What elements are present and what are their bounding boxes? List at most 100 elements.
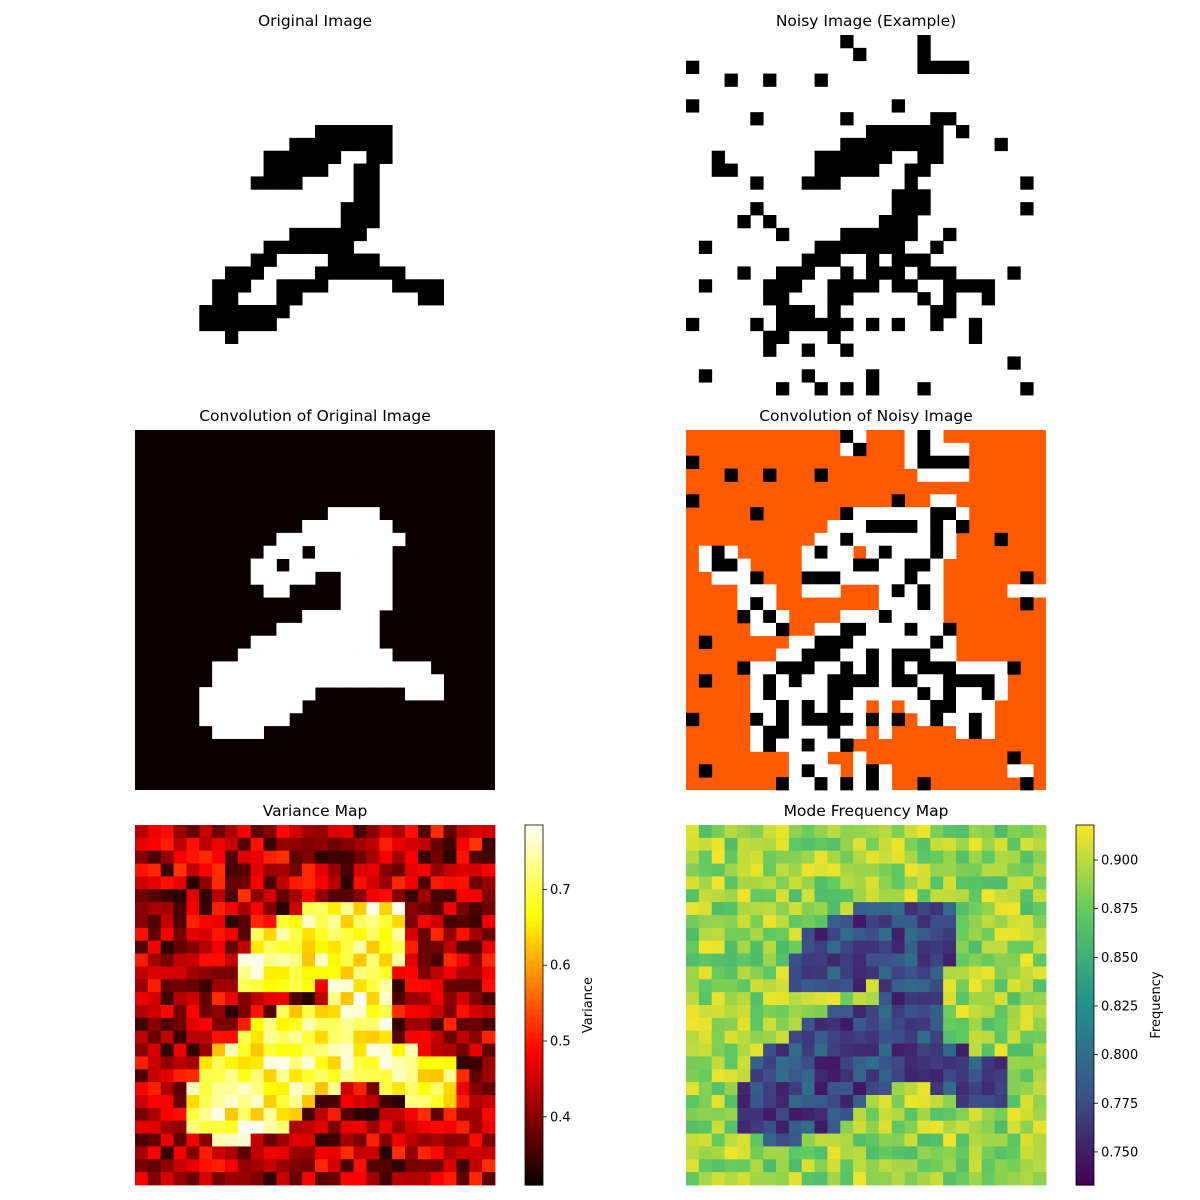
- heatmap-cell: [724, 1120, 738, 1134]
- heatmap-cell: [956, 725, 970, 739]
- heatmap-cell: [930, 1095, 944, 1109]
- heatmap-cell: [160, 915, 174, 929]
- heatmap-cell: [289, 1172, 303, 1186]
- heatmap-cell: [1033, 1082, 1047, 1096]
- heatmap-cell: [469, 902, 483, 916]
- colorbar-gradient-segment: [1076, 1153, 1094, 1158]
- heatmap-cell: [392, 927, 406, 942]
- heatmap-cell: [904, 927, 918, 942]
- heatmap-cell: [199, 979, 213, 993]
- heatmap-cell: [417, 1017, 432, 1032]
- heatmap-cell: [930, 876, 944, 890]
- heatmap-cell: [840, 532, 854, 547]
- heatmap-cell: [891, 1005, 905, 1019]
- heatmap-cell: [173, 889, 187, 903]
- heatmap-cell: [302, 915, 316, 929]
- heatmap-cell: [930, 1069, 944, 1083]
- heatmap-cell: [853, 520, 867, 534]
- heatmap-cell: [302, 1017, 316, 1032]
- heatmap-cell: [392, 953, 406, 967]
- colorbar-gradient-segment: [525, 965, 543, 970]
- heatmap-cell: [212, 712, 226, 727]
- heatmap-cell: [135, 850, 149, 864]
- heatmap-cell: [956, 940, 970, 954]
- heatmap-cell: [225, 292, 239, 306]
- heatmap-cell: [430, 863, 444, 877]
- heatmap-cell: [994, 674, 1008, 688]
- heatmap-cell: [353, 825, 367, 839]
- heatmap-cell: [340, 674, 354, 688]
- heatmap-cell: [250, 317, 264, 332]
- heatmap-cell: [276, 163, 290, 177]
- heatmap-cell: [443, 863, 457, 877]
- heatmap-cell: [878, 777, 893, 791]
- heatmap-cell: [763, 1159, 777, 1173]
- heatmap-cell: [866, 687, 880, 701]
- heatmap-cell: [776, 953, 790, 967]
- heatmap-cell: [956, 1082, 970, 1096]
- heatmap-cell: [135, 966, 149, 980]
- heatmap-cell: [711, 1120, 725, 1134]
- heatmap-cell: [814, 764, 828, 778]
- heatmap-cell: [904, 1107, 918, 1122]
- heatmap-cell: [237, 1069, 252, 1083]
- heatmap-cell: [302, 1043, 316, 1057]
- heatmap-cell: [263, 1146, 277, 1160]
- colorbar-gradient-segment: [1076, 925, 1094, 930]
- heatmap-cell: [776, 889, 790, 903]
- heatmap-cell: [891, 279, 905, 293]
- heatmap-cell: [340, 1069, 354, 1083]
- heatmap-cell: [237, 1172, 252, 1186]
- heatmap-cell: [968, 1069, 983, 1083]
- heatmap-cell: [840, 382, 854, 396]
- heatmap-cell: [814, 674, 828, 688]
- heatmap-cell: [776, 940, 790, 954]
- heatmap-cell: [827, 825, 841, 839]
- heatmap-cell: [866, 953, 880, 967]
- heatmap-cell: [801, 777, 815, 791]
- colorbar-gradient-segment: [525, 1105, 543, 1110]
- colorbar-tick-label: 0.850: [1101, 951, 1138, 966]
- heatmap-cell: [327, 240, 342, 254]
- heatmap-cell: [405, 687, 419, 701]
- heatmap-cell: [981, 279, 995, 293]
- heatmap-cell: [853, 635, 867, 649]
- heatmap-cell: [482, 940, 496, 954]
- heatmap-cell: [327, 227, 342, 242]
- heatmap-cell: [853, 610, 867, 624]
- heatmap-cell: [289, 1017, 303, 1032]
- colorbar-gradient-segment: [1076, 973, 1094, 978]
- heatmap-cell: [250, 1107, 264, 1122]
- heatmap-cell: [135, 1133, 149, 1147]
- heatmap-cell: [327, 953, 342, 967]
- heatmap-cell: [853, 837, 867, 852]
- heatmap-cell: [366, 1005, 380, 1019]
- heatmap-cell: [866, 1043, 880, 1057]
- panel-original-image: [199, 125, 444, 344]
- heatmap-cell: [353, 1082, 367, 1096]
- heatmap-cell: [160, 825, 174, 839]
- heatmap-cell: [147, 1030, 162, 1044]
- heatmap-cell: [776, 902, 790, 916]
- heatmap-cell: [994, 863, 1008, 877]
- heatmap-cell: [827, 850, 841, 864]
- heatmap-cell: [1033, 876, 1047, 890]
- heatmap-cell: [724, 73, 738, 87]
- heatmap-cell: [353, 532, 367, 547]
- heatmap-cell: [943, 1056, 957, 1070]
- heatmap-cell: [763, 992, 777, 1006]
- heatmap-cell: [366, 1120, 380, 1134]
- heatmap-cell: [276, 1095, 290, 1109]
- heatmap-cell: [763, 927, 777, 942]
- heatmap-cell: [750, 1095, 764, 1109]
- heatmap-cell: [814, 253, 828, 267]
- heatmap-cell: [430, 1107, 444, 1122]
- heatmap-cell: [814, 1043, 828, 1057]
- colorbar-gradient-segment: [525, 997, 543, 1002]
- heatmap-cell: [853, 1005, 867, 1019]
- heatmap-cell: [711, 1005, 725, 1019]
- heatmap-cell: [827, 915, 841, 929]
- heatmap-cell: [392, 1120, 406, 1134]
- heatmap-cell: [878, 1043, 893, 1057]
- heatmap-cell: [711, 545, 725, 559]
